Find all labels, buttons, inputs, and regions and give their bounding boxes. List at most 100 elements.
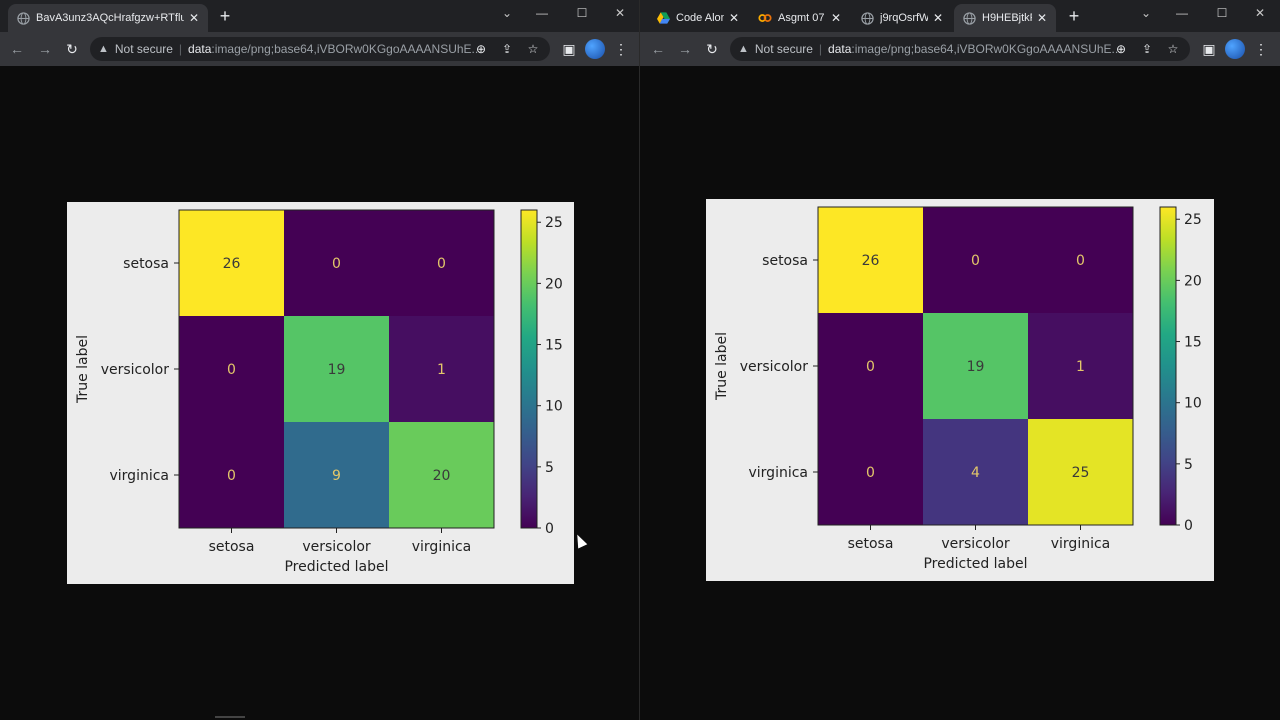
tab-search-chevron-icon[interactable]: ⌄ [501,6,513,20]
colorbar [520,209,538,529]
maximize-icon[interactable]: ☐ [1216,6,1228,20]
security-label: Not secure [754,42,813,56]
minimize-icon[interactable]: — [536,6,548,20]
scroll-indicator [215,716,245,718]
browser-toolbar: ← → ↻ ▲ Not secure | data:image/png;base… [640,32,1280,66]
profile-avatar[interactable] [1225,39,1245,59]
heatmap-cell [389,316,494,422]
tab-close-icon[interactable]: ✕ [188,11,200,25]
cell-value-label: 19 [967,359,985,375]
tab-label: H9HEBjtkF [982,12,1032,24]
forward-icon[interactable]: → [38,41,52,57]
menu-kebab-icon[interactable]: ⋮ [614,41,628,57]
warning-icon: ▲ [738,43,749,55]
address-separator: | [178,42,183,56]
tab-close-icon[interactable]: ✕ [932,11,944,25]
close-window-icon[interactable]: ✕ [1254,6,1266,20]
menu-kebab-icon[interactable]: ⋮ [1254,41,1268,57]
address-bar[interactable]: ▲ Not secure | data:image/png;base64,iVB… [730,37,1190,61]
x-tick-label: virginica [412,539,472,555]
tab-close-icon[interactable]: ✕ [1036,11,1048,25]
maximize-icon[interactable]: ☐ [576,6,588,20]
tab-close-icon[interactable]: ✕ [830,11,842,25]
tab-image[interactable]: BavA3unz3AQcHrafgzw+RTfluCl ✕ [8,4,208,32]
zoom-icon[interactable]: ⊕ [475,42,487,56]
y-tick-label: versicolor [101,362,170,378]
x-tick-label: versicolor [941,536,1010,552]
url-scheme: data [188,42,212,56]
heatmap-cell [284,422,389,528]
cell-value-label: 4 [971,465,980,481]
heatmap-cell [389,210,494,316]
cell-value-label: 0 [1076,253,1085,269]
tab-search-chevron-icon[interactable]: ⌄ [1140,6,1152,20]
y-tick-label: virginica [749,465,809,481]
tab-label: Code Alon [676,12,724,24]
address-url: data:image/png;base64,iVBORw0KGgoAAAANSU… [828,42,1122,56]
tab-strip: Code Alon ✕ Asgmt 07 ✕ j9rqOsrfW ✕ H9HEB… [640,0,1280,32]
globe-icon [16,11,30,25]
tab-close-icon[interactable]: ✕ [728,11,740,25]
y-axis-label: True label [75,335,91,404]
confusion-matrix-figure: 26 0 0 0 19 1 0 9 20 setosa versicolor virginica set… [67,202,574,584]
new-tab-button[interactable]: + [1068,6,1080,26]
tab-j9rq[interactable]: j9rqOsrfW ✕ [852,4,952,32]
tab-asgmt[interactable]: Asgmt 07 ✕ [750,4,850,32]
tab-label: j9rqOsrfW [880,12,928,24]
tab-code-along[interactable]: Code Alon ✕ [648,4,748,32]
address-url: data:image/png;base64,iVBORw0KGgoAAAANSU… [188,42,482,56]
globe-icon [860,11,874,25]
back-icon[interactable]: ← [651,41,665,57]
heatmap-cell [179,316,284,422]
cell-value-label: 0 [437,256,446,272]
url-scheme: data [828,42,852,56]
bookmark-star-icon[interactable]: ☆ [1167,42,1179,56]
minimize-icon[interactable]: — [1176,6,1188,20]
colorbar [1159,206,1177,526]
tab-h9he[interactable]: H9HEBjtkF ✕ [954,4,1056,32]
profile-avatar[interactable] [585,39,605,59]
reload-icon[interactable]: ↻ [66,41,78,57]
x-axis-label: Predicted label [923,556,1027,572]
address-bar[interactable]: ▲ Not secure | data:image/png;base64,iVB… [90,37,550,61]
confusion-matrix-chart: 26 0 00 19 10 4 25setosaversicolorvirginicaset… [714,206,1202,572]
new-tab-button[interactable]: + [219,6,231,26]
url-rest: :image/png;base64,iVBORw0KGgoAAAANSUhE..… [211,42,482,56]
cell-value-label: 9 [332,468,341,484]
side-panel-icon[interactable]: ▣ [1202,41,1216,57]
close-window-icon[interactable]: ✕ [614,6,626,20]
right-browser-window: Code Alon ✕ Asgmt 07 ✕ j9rqOsrfW ✕ H9HEB… [640,0,1280,720]
x-tick-label: virginica [1051,536,1111,552]
zoom-icon[interactable]: ⊕ [1115,42,1127,56]
bookmark-star-icon[interactable]: ☆ [527,42,539,56]
cell-value-label: 0 [332,256,341,272]
colorbar-tick-label: 25 [1184,212,1202,228]
reload-icon[interactable]: ↻ [706,41,718,57]
cell-value-label: 26 [862,253,880,269]
cell-value-label: 19 [328,362,346,378]
side-panel-icon[interactable]: ▣ [562,41,576,57]
heatmap-cell [818,207,923,313]
url-rest: :image/png;base64,iVBORw0KGgoAAAANSUhE..… [851,42,1122,56]
colorbar-tick-label: 15 [1184,335,1202,351]
globe-icon [962,11,976,25]
heatmap-cell [818,313,923,419]
address-separator: | [818,42,823,56]
colorbar-tick-label: 10 [545,399,563,415]
colorbar-tick-label: 15 [545,338,563,354]
share-icon[interactable]: ⇪ [501,42,513,56]
cell-value-label: 0 [866,359,875,375]
colorbar-tick-label: 0 [545,521,554,537]
forward-icon[interactable]: → [678,41,692,57]
colorbar-tick-label: 0 [1184,518,1193,534]
confusion-matrix-figure: 26 0 0 0 19 1 0 4 25 setosa versicolor virginica set… [706,199,1214,581]
y-axis-label: True label [714,332,730,401]
x-tick-label: setosa [209,539,255,555]
colorbar-tick-label: 10 [1184,396,1202,412]
x-tick-label: setosa [848,536,894,552]
left-browser-window: BavA3unz3AQcHrafgzw+RTfluCl ✕ + ⌄ — ☐ ✕ … [0,0,640,720]
tab-strip: BavA3unz3AQcHrafgzw+RTfluCl ✕ + ⌄ — ☐ ✕ [0,0,639,32]
back-icon[interactable]: ← [10,41,24,57]
share-icon[interactable]: ⇪ [1141,42,1153,56]
heatmap-cell [389,422,494,528]
